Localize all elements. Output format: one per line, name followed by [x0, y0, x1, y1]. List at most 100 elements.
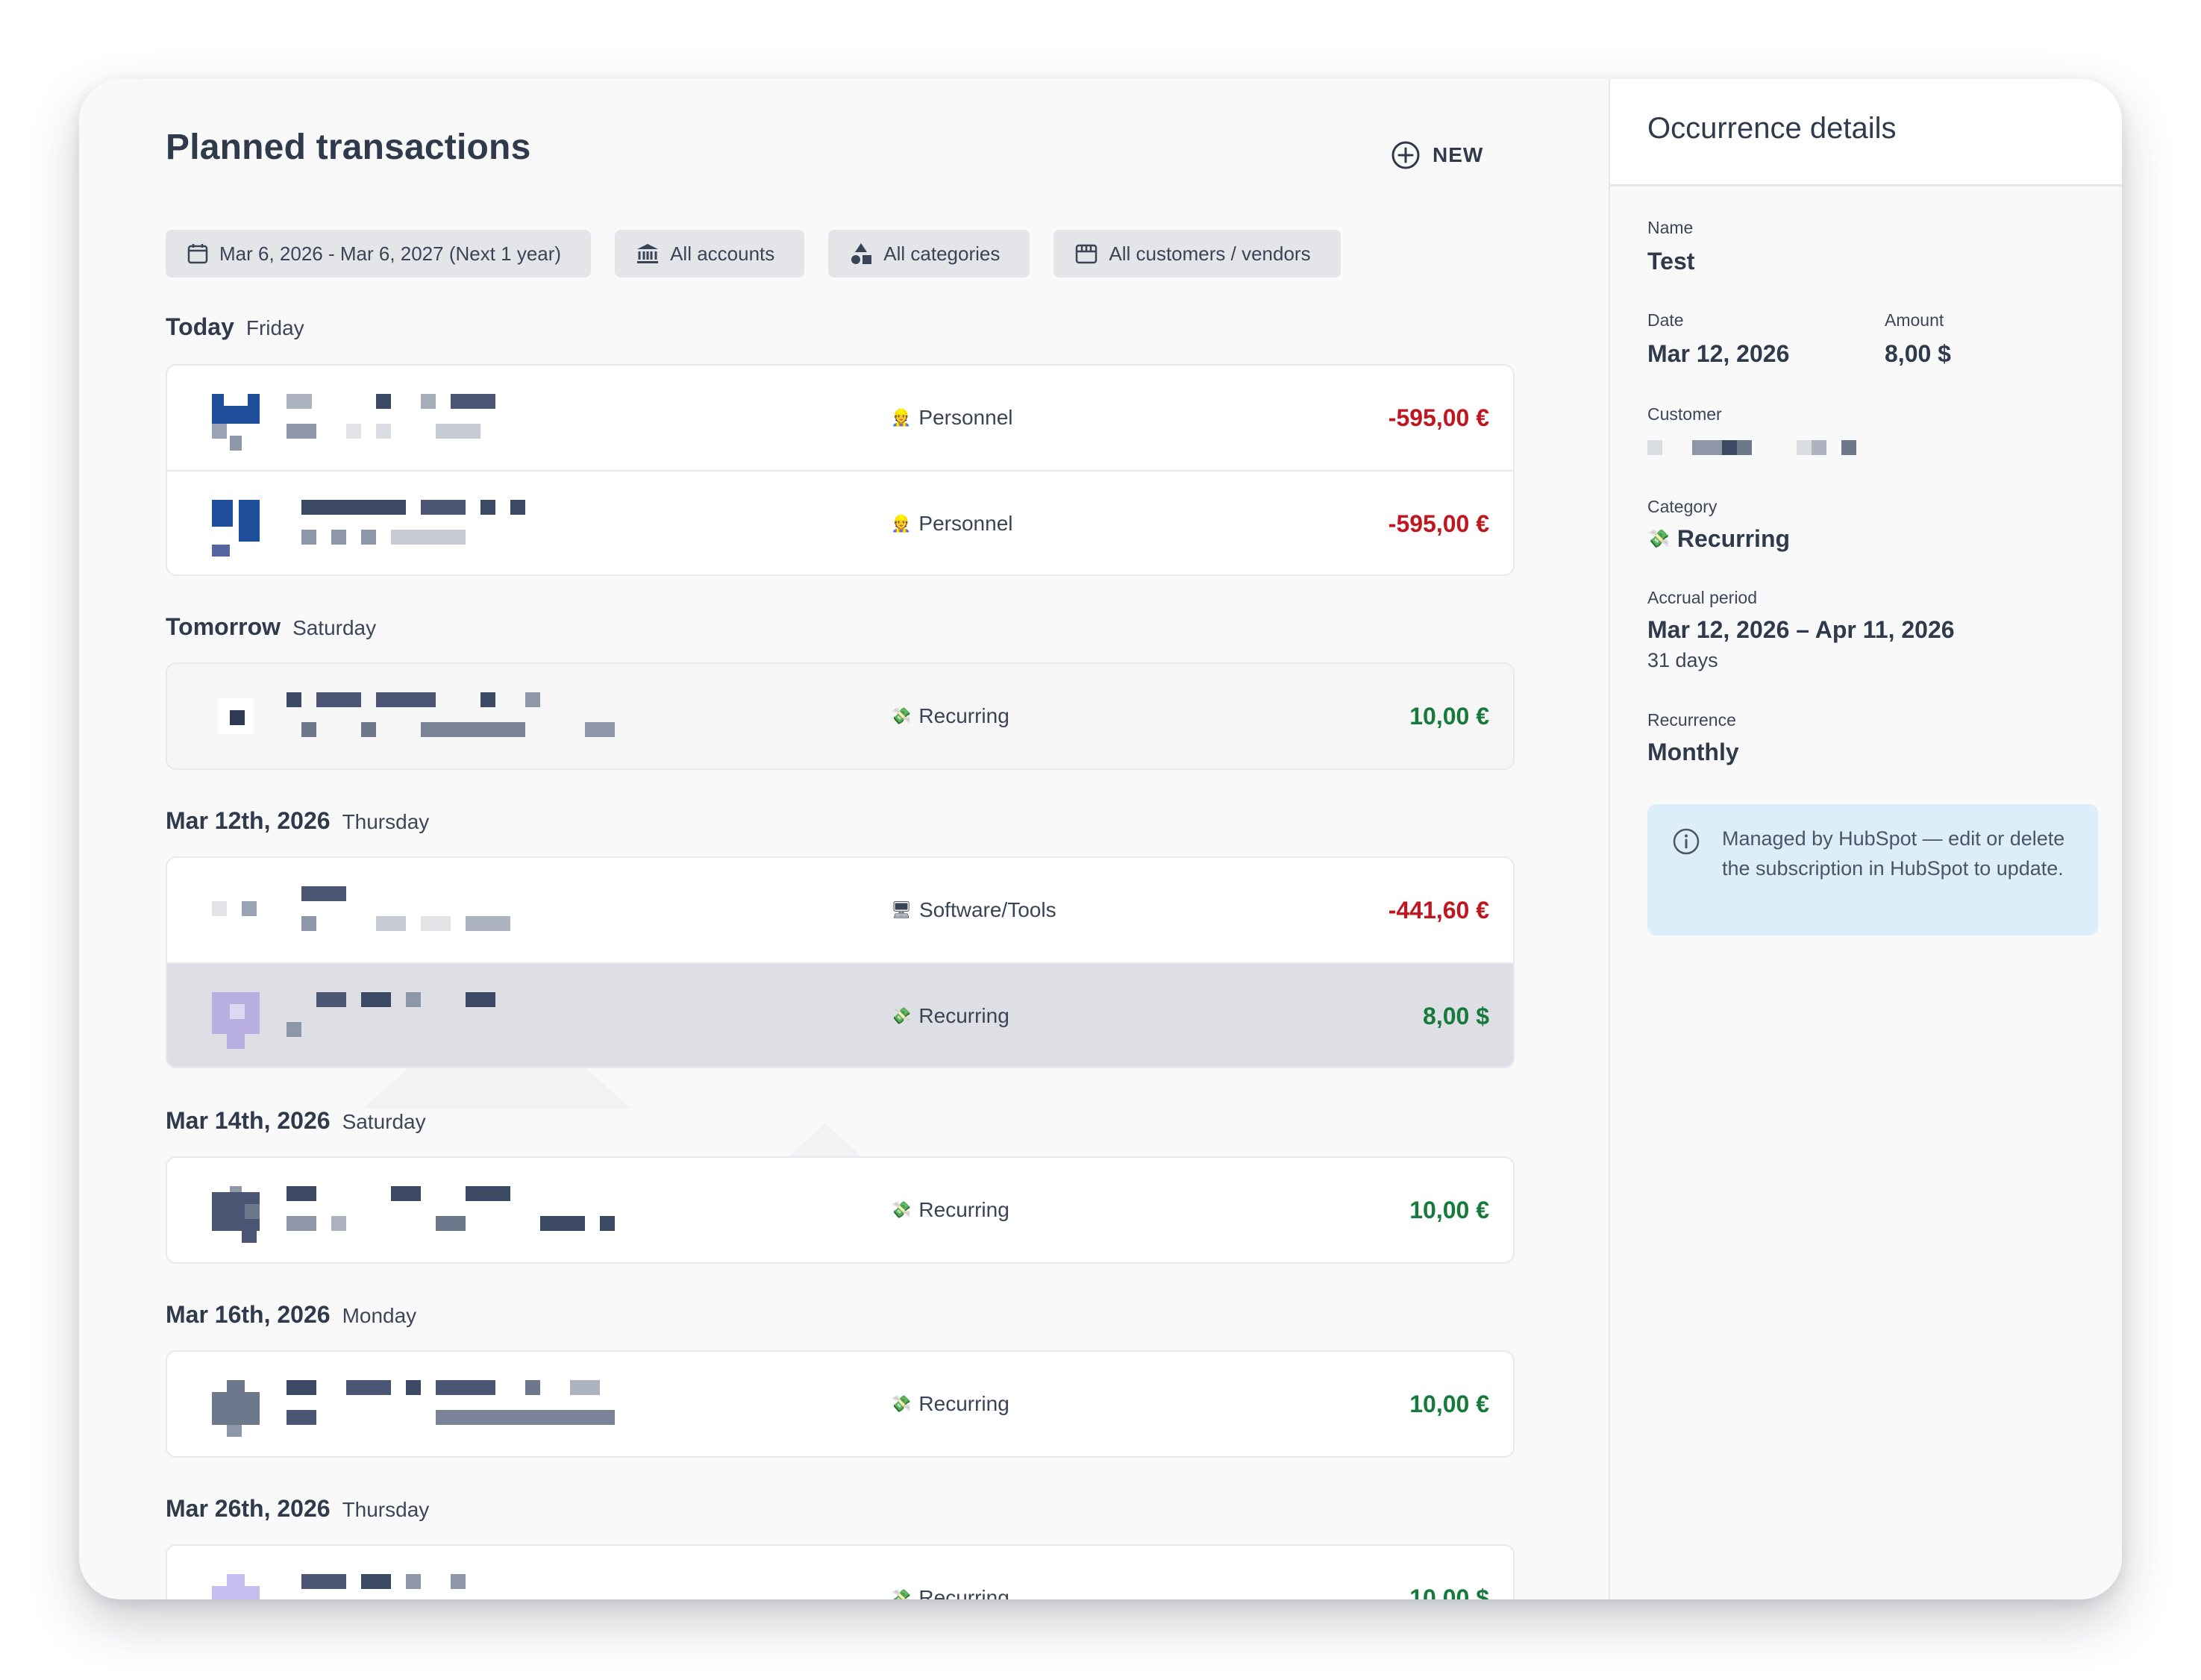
group-weekday: Saturday — [342, 1110, 426, 1133]
new-button-label: NEW — [1433, 143, 1484, 166]
transaction-amount: 8,00 $ — [1423, 1002, 1489, 1029]
category-cell: 💸 Recurring — [891, 964, 1009, 1067]
transaction-amount: -595,00 € — [1388, 404, 1489, 431]
transaction-row[interactable]: 💸 Recurring 10,00 $ — [167, 1546, 1513, 1599]
customers-vendors-filter[interactable]: All customers / vendors — [1053, 230, 1341, 278]
category-label: Personnel — [918, 512, 1013, 535]
redacted-transaction-details — [287, 394, 495, 439]
transaction-row[interactable]: 👷 Personnel -595,00 € — [167, 470, 1513, 574]
accrual-period-days: 31 days — [1647, 649, 1718, 671]
accrual-period-label: Accrual period — [1647, 588, 1758, 607]
group-date: Tomorrow — [166, 613, 281, 640]
category-label: Recurring — [918, 704, 1009, 727]
date-group-header: Mar 12th, 2026 Thursday — [166, 807, 429, 835]
group-date: Mar 26th, 2026 — [166, 1495, 331, 1522]
info-icon — [1673, 828, 1700, 855]
category-value-text: Recurring — [1676, 525, 1791, 552]
category-cell: 💸 Recurring — [891, 1352, 1009, 1456]
transaction-row[interactable]: 💸 Recurring 10,00 € — [167, 1352, 1513, 1456]
transaction-row[interactable]: 💸 Recurring 10,00 € — [167, 664, 1513, 768]
name-value: Test — [1647, 248, 1695, 275]
transaction-list: 💸 Recurring 10,00 € — [166, 662, 1515, 770]
occurrence-details-panel: Occurrence details Name Test Date Mar 12… — [1609, 79, 2122, 1599]
transaction-row[interactable]: 🖥 Software/Tools -441,60 € — [167, 858, 1513, 962]
transaction-list: 💸 Recurring 10,00 $ — [166, 1544, 1515, 1599]
date-value: Mar 12, 2026 — [1647, 340, 1790, 367]
category-cell: 💸 Recurring — [891, 1546, 1009, 1599]
date-group-header: Mar 26th, 2026 Thursday — [166, 1495, 429, 1523]
group-weekday: Thursday — [342, 1498, 430, 1521]
date-group-header: Tomorrow Saturday — [166, 613, 376, 641]
category-cell: 💸 Recurring — [891, 664, 1009, 768]
redacted-transaction-details — [301, 886, 510, 931]
redacted-transaction-details — [287, 992, 495, 1037]
category-cell: 🖥 Software/Tools — [891, 858, 1056, 962]
counterparty-avatar — [212, 992, 260, 1049]
new-transaction-button[interactable]: NEW — [1391, 134, 1483, 176]
amount-label: Amount — [1885, 310, 1944, 330]
info-text: Managed by HubSpot — edit or delete the … — [1722, 827, 2065, 880]
redacted-transaction-details — [287, 1186, 615, 1231]
category-cell: 👷 Personnel — [891, 366, 1013, 470]
recurrence-value: Monthly — [1647, 739, 1739, 765]
customer-label: Customer — [1647, 404, 1722, 424]
category-label: Recurring — [918, 1586, 1009, 1599]
group-date: Mar 16th, 2026 — [166, 1301, 331, 1328]
transaction-amount: -441,60 € — [1388, 896, 1489, 924]
category-label: Recurring — [918, 1004, 1009, 1027]
calendar-icon — [187, 244, 208, 264]
plus-circle-icon — [1391, 141, 1420, 169]
store-icon — [1076, 244, 1098, 264]
panel-header: Occurrence details — [1610, 79, 2122, 187]
name-label: Name — [1647, 218, 1694, 237]
filter-bar: Mar 6, 2026 - Mar 6, 2027 (Next 1 year) … — [166, 230, 1341, 278]
date-group-header: Today Friday — [166, 313, 304, 341]
group-weekday: Friday — [245, 316, 304, 339]
transaction-row-selected[interactable]: 💸 Recurring 8,00 $ — [167, 962, 1513, 1067]
group-weekday: Monday — [342, 1304, 417, 1327]
group-weekday: Saturday — [292, 616, 377, 639]
transactions-pane: Planned transactions NEW Mar 6, 2026 - M… — [79, 79, 1609, 1599]
redacted-transaction-details — [301, 1574, 466, 1589]
desktop-icon: 🖥 — [891, 900, 912, 919]
redacted-transaction-details — [287, 1380, 615, 1425]
transaction-amount: 10,00 € — [1409, 702, 1489, 730]
categories-filter-label: All categories — [883, 242, 1001, 265]
counterparty-avatar — [212, 901, 257, 916]
date-range-filter[interactable]: Mar 6, 2026 - Mar 6, 2027 (Next 1 year) — [166, 230, 592, 278]
category-value: 💸 Recurring — [1647, 525, 1790, 553]
date-group-header: Mar 16th, 2026 Monday — [166, 1301, 416, 1329]
transaction-amount: 10,00 $ — [1409, 1584, 1489, 1600]
money-icon: 💸 — [1647, 529, 1670, 549]
group-weekday: Thursday — [342, 810, 430, 833]
category-cell: 💸 Recurring — [891, 1158, 1009, 1262]
category-label: Recurring — [918, 1198, 1009, 1221]
customers-vendors-filter-label: All customers / vendors — [1109, 242, 1311, 265]
transaction-row[interactable]: 👷 Personnel -595,00 € — [167, 366, 1513, 470]
transaction-amount: 10,00 € — [1409, 1196, 1489, 1223]
app-window: Planned transactions NEW Mar 6, 2026 - M… — [79, 79, 2122, 1599]
category-label: Software/Tools — [918, 898, 1056, 921]
counterparty-avatar — [212, 1380, 260, 1437]
money-icon: 💸 — [891, 1200, 912, 1219]
transaction-list: 🖥 Software/Tools -441,60 € 💸 Recurring 8,0… — [166, 856, 1515, 1068]
amount-value: 8,00 $ — [1885, 340, 1951, 367]
redacted-transaction-details — [301, 500, 525, 545]
transaction-list: 💸 Recurring 10,00 € — [166, 1156, 1515, 1264]
shapes-icon — [851, 243, 872, 264]
date-group-header: Mar 14th, 2026 Saturday — [166, 1107, 426, 1135]
transaction-row[interactable]: 💸 Recurring 10,00 € — [167, 1158, 1513, 1262]
accounts-filter-label: All accounts — [670, 242, 775, 265]
counterparty-avatar — [218, 698, 254, 734]
money-icon: 💸 — [891, 1394, 912, 1413]
panel-title: Occurrence details — [1647, 112, 1897, 145]
transaction-list: 👷 Personnel -595,00 € 👷 Personnel -595,00 … — [166, 364, 1515, 576]
accrual-period-value: Mar 12, 2026 – Apr 11, 2026 — [1647, 616, 1955, 643]
accounts-filter[interactable]: All accounts — [615, 230, 805, 278]
counterparty-avatar — [212, 1186, 260, 1243]
transaction-amount: -595,00 € — [1388, 510, 1489, 537]
categories-filter[interactable]: All categories — [828, 230, 1030, 278]
transaction-list: 💸 Recurring 10,00 € — [166, 1350, 1515, 1458]
worker-icon: 👷 — [891, 514, 912, 533]
money-icon: 💸 — [891, 1006, 912, 1025]
